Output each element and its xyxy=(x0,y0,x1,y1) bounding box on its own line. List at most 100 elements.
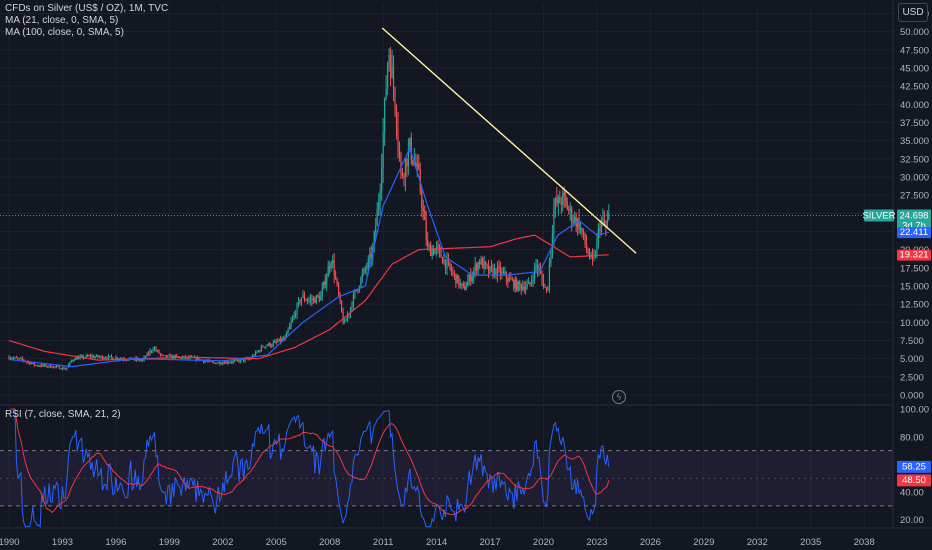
candle-body xyxy=(443,259,445,264)
candle-body xyxy=(228,362,230,364)
candle-body xyxy=(349,307,352,314)
candle-body xyxy=(297,300,300,304)
trendline[interactable] xyxy=(381,27,637,254)
candle-body xyxy=(11,358,13,360)
ma100-legend[interactable]: MA (100, close, 0, SMA, 5) xyxy=(5,27,124,38)
candle-body xyxy=(403,175,405,178)
candle-body xyxy=(453,272,456,274)
candle-body xyxy=(535,264,537,267)
candle-body xyxy=(446,259,448,269)
candle-body xyxy=(305,299,307,301)
candle-body xyxy=(351,306,353,308)
candle-body xyxy=(510,277,512,280)
candle-body xyxy=(214,362,216,364)
candle-body xyxy=(237,359,239,361)
time-tick-label: 2026 xyxy=(640,537,661,548)
candle-body xyxy=(452,271,454,273)
candle-body xyxy=(388,55,390,64)
candle-body xyxy=(106,358,108,359)
candle-body xyxy=(33,362,35,366)
lightning-icon[interactable]: ϟ xyxy=(612,390,626,404)
candle-body xyxy=(367,258,369,268)
candle-body xyxy=(82,355,84,359)
candle-body xyxy=(32,362,34,364)
price-tick-label: 0.000 xyxy=(900,391,924,402)
candle-body xyxy=(284,336,286,339)
candle-body xyxy=(198,357,200,361)
candle-body xyxy=(312,298,314,301)
time-tick-label: 2035 xyxy=(800,537,821,548)
candle-body xyxy=(330,263,332,269)
candle-body xyxy=(70,361,72,363)
candle-body xyxy=(49,365,52,368)
candle-body xyxy=(164,355,166,356)
candle-body xyxy=(112,357,114,360)
candle-body xyxy=(335,275,337,279)
candle-body xyxy=(450,267,453,272)
candle-body xyxy=(499,266,502,275)
candle-body xyxy=(378,202,380,209)
ma21-line xyxy=(8,146,609,368)
candle-body xyxy=(333,260,335,276)
candle-body xyxy=(554,199,556,209)
price-tick-label: 7.500 xyxy=(900,336,924,347)
ma100-price-label-bg xyxy=(897,249,931,261)
candle-body xyxy=(18,358,20,360)
candle-body xyxy=(47,366,49,368)
candle-body xyxy=(536,264,539,270)
candle-body xyxy=(294,314,297,316)
time-axis[interactable]: 1990 1993 1996 1999 2002 2005 2008 2011 2014 2017… xyxy=(0,537,875,548)
candle-body xyxy=(232,360,234,363)
candle-body xyxy=(597,229,600,240)
candle-body xyxy=(544,286,546,288)
rsi-tick-label: 100.00 xyxy=(900,405,929,416)
silver-symbol-label: SILVER xyxy=(862,210,895,221)
candle-body xyxy=(484,261,487,265)
candle-body xyxy=(529,282,531,284)
candle-body xyxy=(587,249,589,255)
rsi-value-label: 58.25 xyxy=(902,462,926,473)
candle-body xyxy=(504,272,506,274)
candle-body xyxy=(458,275,460,286)
candle-body xyxy=(492,267,494,276)
candle-body xyxy=(332,260,334,264)
candle-body xyxy=(155,348,157,351)
price-tick-label: 12.500 xyxy=(900,300,929,311)
rsi-axis[interactable]: 20.00 40.00 80.00 100.00 xyxy=(900,405,929,527)
ma21-price-label-bg xyxy=(897,227,931,239)
currency-button[interactable]: USD xyxy=(898,3,928,22)
candle-body xyxy=(266,345,268,347)
rsi-legend[interactable]: RSI (7, close, SMA, 21, 2) xyxy=(5,409,121,420)
chart-title-legend[interactable]: CFDs on Silver (US$ / OZ), 1M, TVC xyxy=(5,3,169,14)
candle-body xyxy=(382,132,384,169)
candle-body xyxy=(171,355,173,359)
candle-body xyxy=(386,63,389,89)
candle-body xyxy=(434,249,436,255)
candle-body xyxy=(207,361,209,362)
candle-body xyxy=(115,357,117,360)
candle-body xyxy=(223,362,225,364)
candle-body xyxy=(235,359,237,361)
candle-body xyxy=(211,361,214,363)
candle-body xyxy=(127,359,129,361)
rsi-ma-line xyxy=(10,408,610,516)
price-axis[interactable]: 0.000 2.500 5.000 7.500 10.000 12.500 15.000 17… xyxy=(900,9,929,402)
candle-body xyxy=(98,356,101,358)
candle-body xyxy=(569,208,571,211)
candle-body xyxy=(321,288,323,296)
candle-body xyxy=(465,286,467,290)
rsi-pane xyxy=(0,408,893,528)
candle-body xyxy=(153,348,156,350)
candle-body xyxy=(533,266,536,280)
candle-body xyxy=(272,342,274,346)
candle-body xyxy=(584,232,586,244)
candle-body xyxy=(600,220,602,231)
price-tick-label: 45.000 xyxy=(900,63,929,74)
candle-body xyxy=(553,208,555,235)
price-tick-label: 32.500 xyxy=(900,154,929,165)
candle-body xyxy=(234,360,236,362)
rsi-ma-value-label-bg xyxy=(897,474,931,487)
candle-body xyxy=(146,353,148,357)
ma21-legend[interactable]: MA (21, close, 0, SMA, 5) xyxy=(5,15,119,26)
